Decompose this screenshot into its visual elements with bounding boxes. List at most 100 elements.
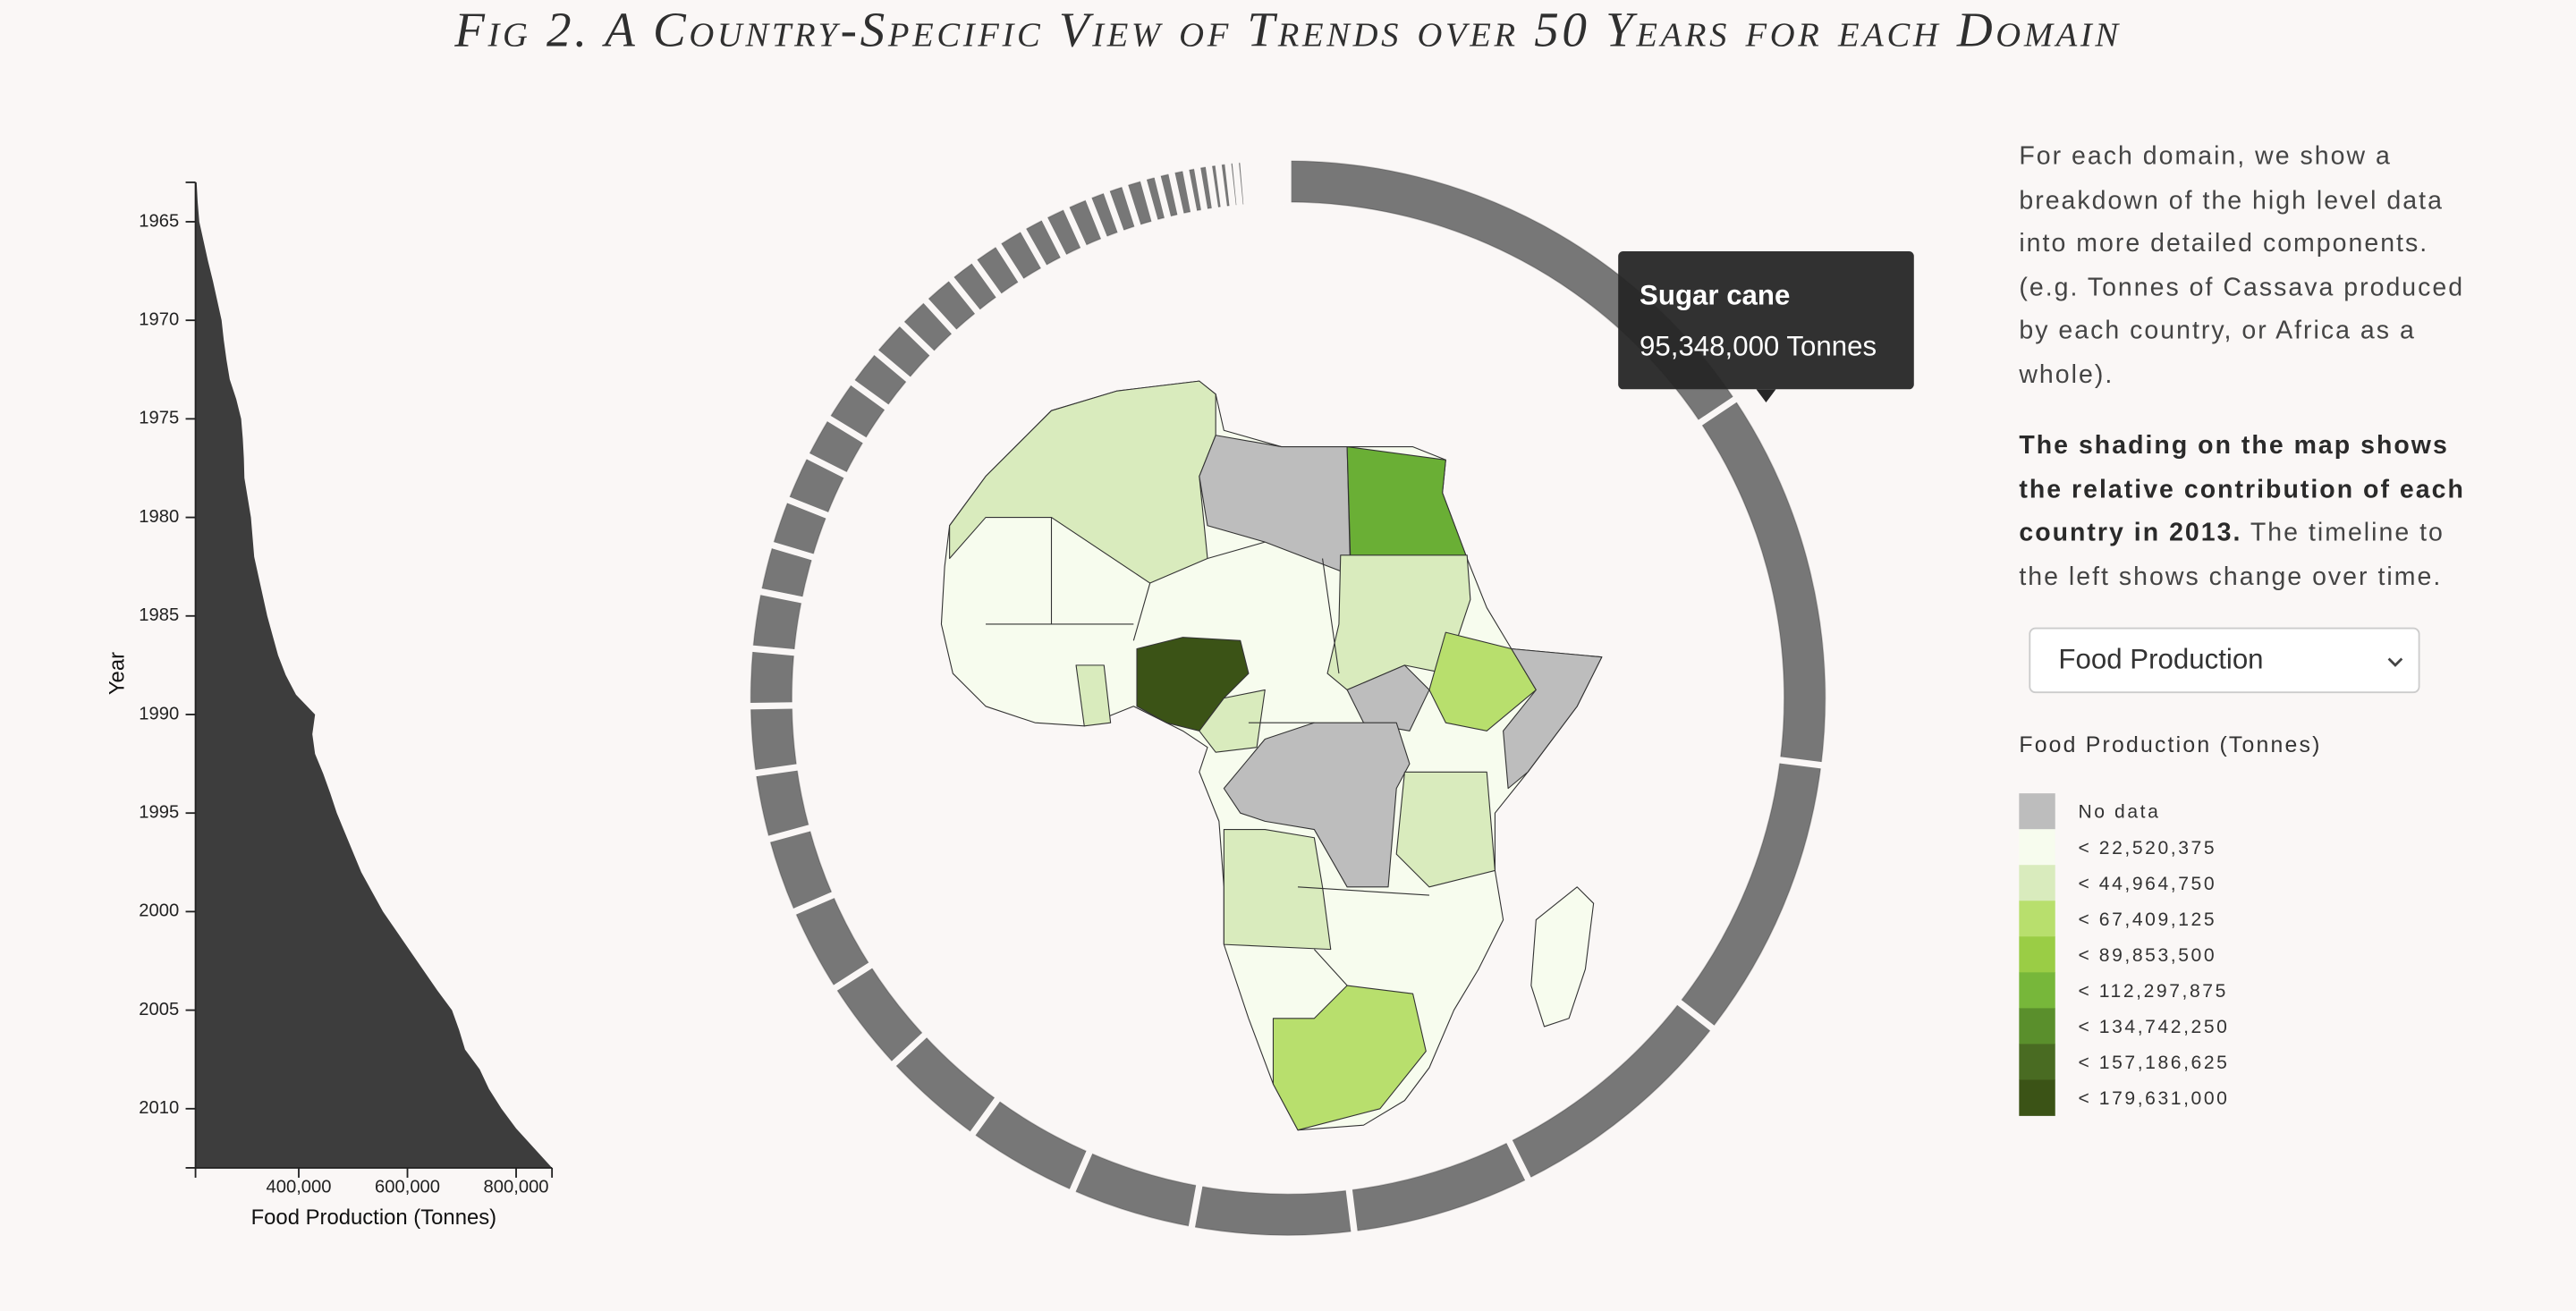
y-tick-label: 2000 [139, 901, 179, 921]
segment-gap [1674, 998, 1717, 1033]
segment-gap [790, 891, 837, 916]
segment-gap [970, 257, 1004, 300]
legend-label: < 157,186,625 [2078, 1053, 2229, 1073]
ring-segment [1508, 1002, 1714, 1180]
segment-gap [1504, 1137, 1533, 1183]
legend-swatch [2019, 972, 2055, 1009]
segment-gap [1084, 195, 1108, 242]
segment-gap [921, 296, 959, 336]
legend-swatch [2019, 1079, 2055, 1116]
legend-label: < 89,853,500 [2078, 945, 2216, 966]
region [1199, 689, 1266, 753]
segment-gap [1193, 165, 1208, 214]
segment-gap [1102, 188, 1125, 236]
segment-gap [1260, 157, 1270, 207]
segment-gap [1250, 158, 1261, 207]
region [1223, 828, 1332, 951]
ring-segment [750, 647, 795, 707]
segment-gap [1215, 161, 1228, 210]
segment-gap [768, 541, 817, 562]
segment-gap [946, 275, 982, 317]
y-tick-label: 1975 [139, 409, 179, 428]
segment-gap [1182, 166, 1198, 216]
segment-gap [803, 452, 850, 479]
y-tick-label: 1970 [139, 310, 179, 330]
segment-gap [1256, 157, 1266, 207]
segment-gap [831, 960, 875, 993]
legend-swatch [2019, 901, 2055, 937]
legend-swatch [2019, 1044, 2055, 1080]
island [1530, 886, 1595, 1028]
x-tick-label: 800,000 [484, 1177, 549, 1197]
tooltip-box [1618, 251, 1914, 390]
legend-label: < 112,297,875 [2078, 981, 2227, 1002]
segment-gap [897, 319, 936, 358]
legend-label: < 67,409,125 [2078, 909, 2216, 930]
legend-label: < 22,520,375 [2078, 838, 2216, 858]
x-tick-label: 400,000 [267, 1177, 332, 1197]
legend-swatch [2019, 793, 2055, 830]
segment-gap [784, 495, 832, 520]
page-title: Fig 2. A Country-Specific View of Trends… [454, 3, 2122, 58]
segment-gap [752, 763, 801, 777]
region [1272, 985, 1427, 1131]
region [1395, 771, 1496, 888]
ring-segment [1191, 1185, 1355, 1236]
segment-gap [1240, 159, 1250, 207]
tooltip-title: Sugar cane [1640, 280, 1790, 311]
segment-gap [1205, 163, 1219, 212]
region [949, 380, 1216, 584]
segment-gap [848, 378, 892, 412]
segment-gap [1264, 157, 1274, 207]
description: The shading on the map shows the relativ… [2019, 426, 2466, 600]
domain-select[interactable]: Food Production [2029, 627, 2420, 694]
segment-gap [1188, 1182, 1203, 1231]
y-axis-label: Year [106, 652, 130, 695]
segment-gap [968, 1095, 1002, 1138]
select-chevron [2387, 657, 2403, 667]
tooltip-arrow [1756, 389, 1776, 402]
description-bold: The shading on the map shows the relativ… [2019, 432, 2465, 547]
legend-swatch [2019, 1008, 2055, 1045]
segment-gap [765, 824, 814, 843]
y-tick-label: 1995 [139, 803, 179, 823]
segment-gap [1245, 158, 1256, 207]
segment-gap [1167, 169, 1185, 218]
tooltip: Sugar cane 95,348,000 Tonnes [1618, 251, 1914, 402]
legend-label: < 134,742,250 [2078, 1017, 2229, 1037]
y-tick-label: 2010 [139, 1098, 179, 1118]
region [1199, 435, 1352, 576]
legend-swatch [2019, 829, 2055, 866]
segment-gap [1232, 159, 1243, 208]
region [1503, 647, 1603, 790]
segment-gap [749, 645, 798, 656]
segment-gap [1153, 173, 1172, 221]
region [1346, 664, 1430, 732]
x-tick-label: 600,000 [375, 1177, 440, 1197]
region [1346, 446, 1468, 560]
legend-label: < 179,631,000 [2078, 1088, 2229, 1109]
region [1223, 722, 1411, 888]
ring [747, 157, 1826, 1236]
border [986, 517, 1429, 986]
region [1075, 664, 1112, 727]
y-tick-label: 1965 [139, 211, 179, 231]
ring-segment [750, 705, 798, 774]
segment-gap [1776, 756, 1826, 769]
segment-gap [1121, 182, 1142, 230]
segment-gap [994, 241, 1026, 285]
description-text: The timeline to the left shows change ov… [2019, 519, 2445, 591]
segment-gap [1696, 394, 1740, 427]
segment-gap [1345, 1186, 1359, 1235]
y-tick-label: 2005 [139, 1000, 179, 1019]
ring-segment [1699, 398, 1826, 766]
select-value: Food Production [2058, 643, 2264, 675]
segment-gap [871, 348, 913, 385]
legend-swatch [2019, 865, 2055, 901]
y-tick-label: 1990 [139, 704, 179, 723]
legend-label: No data [2078, 802, 2160, 823]
segment-gap [1040, 215, 1068, 261]
